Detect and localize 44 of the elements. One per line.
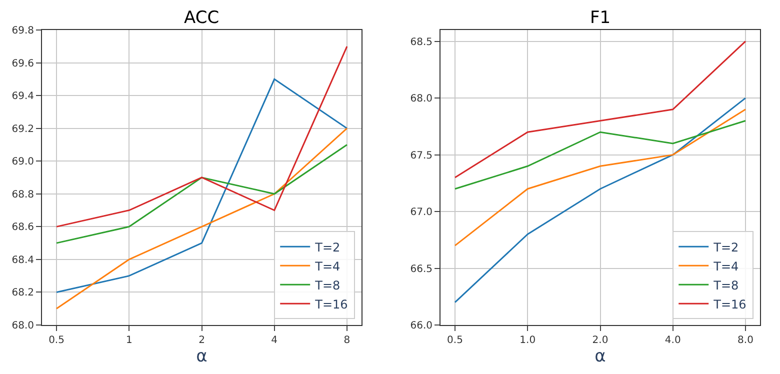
y-tick-label: 68.6	[12, 222, 34, 234]
line-series	[56, 78, 348, 293]
y-tick-label: 68.0	[12, 320, 34, 332]
y-tick-label: 69.0	[12, 156, 34, 168]
x-tick-label: 4.0	[664, 335, 681, 346]
legend-label: T=8	[314, 278, 340, 292]
line-series	[454, 120, 746, 190]
legend-label: T=4	[314, 259, 340, 274]
legend-label: T=16	[314, 297, 348, 312]
legend-label: T=2	[712, 240, 739, 254]
chart-title: ACC	[184, 8, 220, 28]
line-series	[56, 144, 348, 244]
y-tick-label: 68.0	[410, 94, 432, 105]
line-series	[56, 46, 348, 228]
y-tick-label: 67.5	[410, 150, 432, 162]
y-tick-label: 68.4	[12, 254, 34, 266]
y-tick-label: 69.2	[12, 124, 34, 135]
y-tick-label: 68.5	[410, 36, 432, 48]
y-tick-label: 69.6	[12, 58, 34, 70]
y-tick-label: 68.2	[12, 288, 34, 299]
chart-title: F1	[590, 8, 611, 28]
x-tick-label: 0.5	[447, 335, 463, 346]
x-tick-label: 4	[271, 335, 278, 346]
y-tick-label: 68.8	[12, 189, 34, 200]
x-axis-title: α	[196, 346, 208, 366]
legend-label: T=4	[712, 259, 739, 274]
line-series	[454, 40, 746, 178]
x-tick-label: 8.0	[738, 335, 754, 346]
line-series	[56, 128, 348, 310]
x-tick-label: 2.0	[592, 335, 608, 346]
y-tick-label: 69.4	[12, 91, 34, 102]
legend-label: T=8	[712, 278, 739, 292]
y-tick-label: 66.0	[410, 320, 432, 332]
x-tick-label: 1.0	[520, 335, 536, 346]
y-tick-label: 66.5	[410, 264, 432, 275]
y-tick-label: 69.8	[12, 26, 34, 36]
x-tick-label: 2	[198, 335, 205, 346]
legend-label: T=16	[712, 297, 746, 312]
x-tick-label: 1	[126, 335, 132, 346]
legend-label: T=2	[314, 240, 340, 254]
x-axis-title: α	[594, 346, 606, 366]
y-tick-label: 67.0	[410, 207, 432, 218]
x-tick-label: 8	[344, 335, 350, 346]
x-tick-label: 0.5	[48, 335, 64, 346]
